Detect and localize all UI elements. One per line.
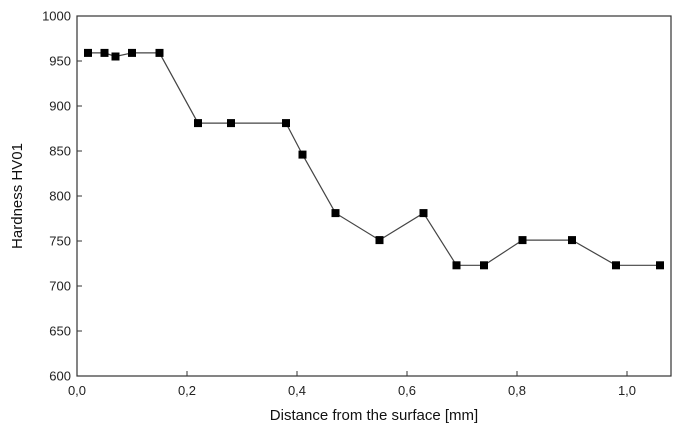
y-tick-label: 850 (49, 144, 71, 159)
y-tick-label: 900 (49, 99, 71, 114)
y-tick-label: 650 (49, 324, 71, 339)
data-point-marker (480, 261, 488, 270)
data-point-marker (282, 119, 290, 128)
x-tick-label: 0,4 (288, 383, 306, 398)
x-axis-title: Distance from the surface [mm] (270, 407, 478, 424)
data-point-marker (227, 119, 235, 128)
series-markers (84, 48, 664, 270)
data-point-marker (128, 48, 136, 57)
y-tick-label: 800 (49, 189, 71, 204)
y-axis-title: Hardness HV01 (9, 143, 26, 249)
data-point-marker (612, 261, 620, 270)
x-tick-label: 0,8 (508, 383, 526, 398)
y-tick-label: 600 (49, 369, 71, 384)
data-point-marker (84, 48, 92, 57)
series-line (88, 52, 660, 266)
data-point-marker (111, 52, 120, 61)
data-point-marker (298, 150, 307, 159)
y-tick-label: 700 (49, 279, 71, 294)
data-point-marker (194, 119, 202, 128)
x-tick-label: 0,6 (398, 383, 416, 398)
data-point-marker (155, 48, 164, 57)
y-tick-label: 1000 (42, 9, 71, 24)
data-point-marker (375, 236, 384, 245)
y-axis-ticks: 600 650 700 750 800 850 900 950 1000 (42, 9, 82, 384)
data-point-marker (419, 209, 428, 218)
data-point-marker (331, 209, 340, 218)
y-tick-label: 750 (49, 234, 71, 249)
y-tick-label: 950 (49, 54, 71, 69)
data-point-marker (518, 236, 527, 245)
data-point-marker (452, 261, 461, 270)
x-tick-label: 0,0 (68, 383, 86, 398)
data-point-marker (568, 236, 576, 245)
data-point-marker (656, 261, 664, 270)
x-axis-ticks: 0,0 0,2 0,4 0,6 0,8 1,0 (68, 371, 636, 398)
x-tick-label: 1,0 (618, 383, 636, 398)
x-tick-label: 0,2 (178, 383, 196, 398)
data-point-marker (100, 48, 109, 57)
plot-frame (76, 15, 672, 377)
